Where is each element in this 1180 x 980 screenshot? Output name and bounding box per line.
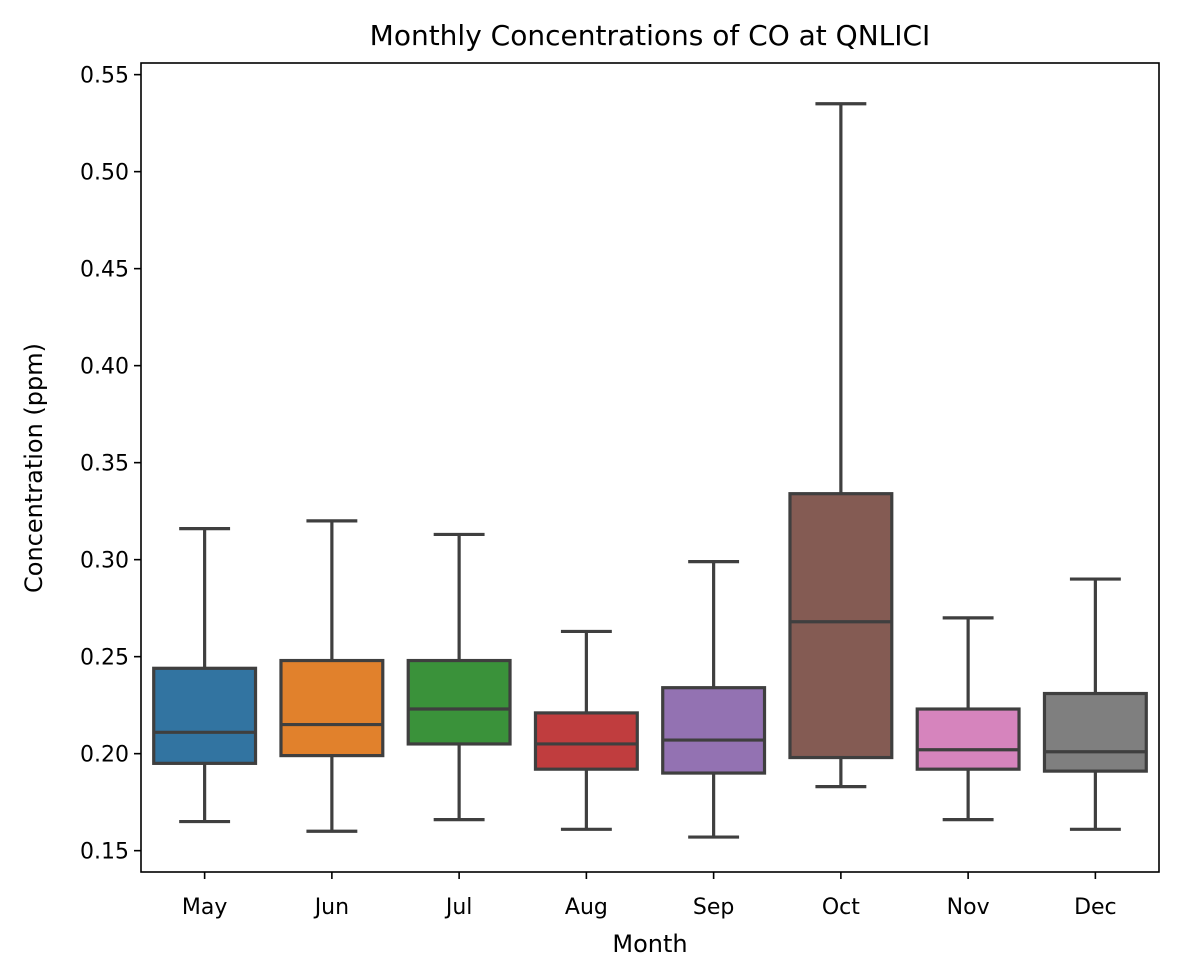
box-jun bbox=[279, 519, 385, 833]
y-tick-label: 0.15 bbox=[80, 840, 129, 865]
x-tick-label: Jul bbox=[444, 895, 473, 920]
y-tick-label: 0.25 bbox=[80, 646, 129, 671]
box-oct bbox=[788, 102, 894, 789]
iqr-box bbox=[661, 686, 767, 775]
x-axis-label: Month bbox=[612, 930, 687, 958]
chart-title: Monthly Concentrations of CO at QNLICI bbox=[370, 19, 931, 52]
iqr-box bbox=[279, 658, 385, 758]
y-tick-label: 0.20 bbox=[80, 743, 129, 768]
y-tick-label: 0.40 bbox=[80, 355, 129, 380]
y-tick-label: 0.45 bbox=[80, 258, 129, 283]
box-aug bbox=[533, 629, 639, 831]
iqr-box bbox=[533, 711, 639, 771]
iqr-box bbox=[788, 492, 894, 760]
plot-frame bbox=[140, 62, 1160, 873]
x-tick-label: Jun bbox=[313, 895, 349, 920]
y-tick-label: 0.50 bbox=[80, 161, 129, 186]
x-axis: May Jun Jul Aug Sep Oct Nov Dec bbox=[182, 872, 1117, 920]
box-nov bbox=[915, 616, 1021, 822]
box-jul bbox=[406, 532, 512, 822]
y-tick-label: 0.35 bbox=[80, 452, 129, 477]
x-tick-label: Sep bbox=[693, 895, 734, 920]
iqr-box bbox=[915, 707, 1021, 771]
y-axis-label: Concentration (ppm) bbox=[20, 343, 48, 593]
boxes-layer bbox=[152, 102, 1148, 839]
iqr-box bbox=[152, 666, 258, 765]
y-axis: 0.15 0.20 0.25 0.30 0.35 0.40 0.45 0.50 0.55 bbox=[80, 64, 141, 865]
iqr-box bbox=[1042, 691, 1148, 773]
box-dec bbox=[1042, 577, 1148, 831]
y-tick-label: 0.30 bbox=[80, 549, 129, 574]
box-may bbox=[152, 527, 258, 824]
iqr-box bbox=[406, 658, 512, 746]
x-tick-label: Aug bbox=[565, 895, 608, 920]
x-tick-label: Oct bbox=[822, 895, 860, 920]
box-sep bbox=[661, 559, 767, 839]
x-tick-label: Dec bbox=[1074, 895, 1117, 920]
x-tick-label: May bbox=[182, 895, 227, 920]
y-tick-label: 0.55 bbox=[80, 64, 129, 89]
x-tick-label: Nov bbox=[947, 895, 990, 920]
